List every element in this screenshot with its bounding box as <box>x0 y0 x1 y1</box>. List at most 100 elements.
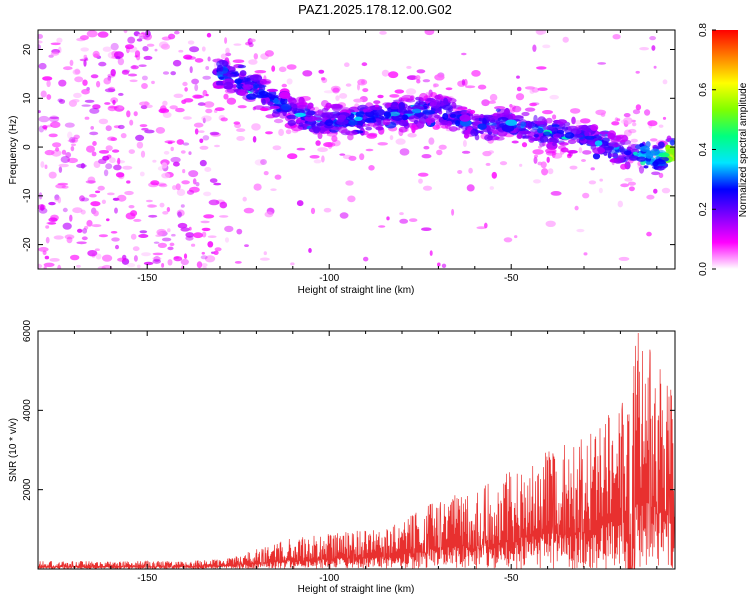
spectrogram-noise-blob <box>172 59 182 67</box>
spectrogram-noise-blob <box>418 178 423 184</box>
spectrogram-ridge-blob <box>322 107 329 112</box>
spectrogram-noise-blob <box>73 134 80 140</box>
spectrogram-noise-blob <box>541 168 549 176</box>
spectrogram-noise-blob <box>287 153 298 160</box>
spectrogram-ridge-blob <box>556 119 568 124</box>
spectrogram-ridge-blob <box>470 109 476 114</box>
spectrogram-noise-blob <box>123 30 128 34</box>
spectrogram-ridge-blob <box>441 104 453 111</box>
spectrogram-noise-blob <box>471 70 481 77</box>
spectrogram-ridge-blob <box>646 160 651 166</box>
spectrogram-noise-blob <box>260 159 267 165</box>
spectrogram-noise-blob <box>368 165 375 171</box>
spectrogram-noise-blob <box>201 46 206 52</box>
spectrogram-noise-blob <box>628 128 637 134</box>
spectrogram-noise-blob <box>186 189 195 195</box>
spectrogram-noise-blob <box>537 87 548 91</box>
spectrogram-ridge-blob <box>559 142 569 146</box>
spectrogram-noise-blob <box>173 93 184 99</box>
spectrogram-noise-blob <box>64 234 75 240</box>
spectrogram-noise-blob <box>281 83 287 88</box>
spectrogram-noise-blob <box>101 264 113 269</box>
spectrogram-noise-blob <box>48 54 54 58</box>
spectrogram-noise-blob <box>103 77 111 85</box>
spectrogram-noise-blob <box>406 65 412 69</box>
spectrogram-noise-blob <box>635 70 640 74</box>
spectrogram-noise-blob <box>208 199 220 206</box>
spectrogram-noise-blob <box>110 69 116 77</box>
spectrogram-noise-blob <box>242 196 247 202</box>
spectrogram-ridge-blob <box>218 76 224 80</box>
spectrogram-noise-blob <box>323 207 332 213</box>
spectrogram-noise-blob <box>432 83 437 88</box>
spectrogram-ridge-blob <box>338 124 347 128</box>
colorbar-label: Normalized spectral amplitude <box>738 82 749 217</box>
spectrogram-ridge-blob <box>443 97 449 105</box>
spectrogram-noise-blob <box>551 152 563 159</box>
spectrogram-noise-blob <box>122 165 133 170</box>
spectrogram-noise-blob <box>296 147 306 151</box>
spectrogram-ridge-blob <box>470 128 479 137</box>
spectrogram-noise-blob <box>109 157 116 164</box>
snr-x-label: Height of straight line (km) <box>298 584 415 595</box>
spectrogram-ridge-blob <box>267 101 274 106</box>
spectrogram-blobs <box>38 30 675 269</box>
spectrogram-noise-blob <box>457 170 463 174</box>
spectrogram-ridge-blob <box>287 120 297 126</box>
spectrogram-x-tick-label: -50 <box>504 273 519 284</box>
spectrogram-noise-blob <box>363 256 369 262</box>
spectrogram-noise-blob <box>86 220 93 227</box>
spectrogram-ridge-blob <box>495 108 501 112</box>
spectrogram-noise-blob <box>74 68 81 75</box>
spectrogram-ridge-blob <box>428 89 433 98</box>
spectrogram-ridge-blob <box>374 104 379 108</box>
spectrogram-noise-blob <box>162 111 172 118</box>
spectrogram-ridge-blob <box>640 145 650 152</box>
spectrogram-noise-blob <box>516 86 522 92</box>
spectrogram-noise-blob <box>309 155 320 159</box>
spectrogram-ridge-blob <box>347 133 354 141</box>
spectrogram-noise-blob <box>185 235 194 241</box>
spectrogram-ridge-blob <box>552 141 557 147</box>
spectrogram-ridge-blob <box>620 146 625 155</box>
spectrogram-noise-blob <box>171 233 176 237</box>
spectrogram-ridge-blob <box>650 148 660 156</box>
spectrogram-noise-blob <box>38 34 43 39</box>
spectrogram-ridge-blob <box>364 117 377 124</box>
spectrogram-noise-blob <box>204 167 212 172</box>
spectrogram-noise-blob <box>515 93 525 101</box>
spectrogram-noise-blob <box>161 263 165 268</box>
spectrogram-noise-blob <box>57 98 63 103</box>
spectrogram-ridge-blob <box>460 111 468 116</box>
spectrogram-noise-blob <box>133 255 138 262</box>
spectrogram-noise-blob <box>236 228 243 235</box>
spectrogram-noise-blob <box>389 94 400 98</box>
spectrogram-noise-blob <box>55 147 60 152</box>
spectrogram-noise-blob <box>207 241 214 248</box>
spectrogram-noise-blob <box>43 262 55 267</box>
spectrogram-ridge-blob <box>581 124 589 131</box>
snr-y-ticks: 2000 4000 6000 <box>22 319 675 501</box>
spectrogram-peak-blob <box>537 127 544 134</box>
spectrogram-noise-blob <box>315 140 321 146</box>
spectrogram-ridge-blob <box>336 118 349 126</box>
spectrogram-noise-blob <box>536 30 544 36</box>
spectrogram-noise-blob <box>58 166 63 173</box>
spectrogram-noise-blob <box>582 192 590 199</box>
spectrogram-noise-blob <box>201 231 207 238</box>
spectrogram-noise-blob <box>46 80 51 88</box>
spectrogram-noise-blob <box>202 266 207 269</box>
spectrogram-noise-blob <box>192 94 203 99</box>
spectrogram-noise-blob <box>204 255 216 263</box>
spectrogram-ridge-blob <box>434 94 442 100</box>
spectrogram-ridge-blob <box>237 64 246 69</box>
spectrogram-noise-blob <box>183 253 188 259</box>
spectrogram-peak-blob <box>623 150 632 156</box>
snr-series-line <box>38 332 675 569</box>
spectrogram-noise-blob <box>79 195 85 202</box>
spectrogram-noise-blob <box>428 137 435 145</box>
spectrogram-noise-blob <box>424 30 435 36</box>
spectrogram-noise-blob <box>139 171 145 177</box>
spectrogram-noise-blob <box>129 119 134 126</box>
